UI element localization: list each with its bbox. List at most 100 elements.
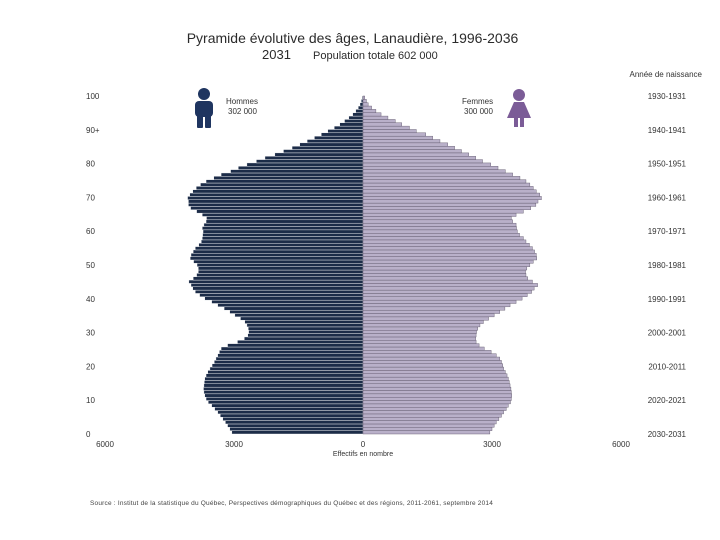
bar-women-age-29: [362, 333, 477, 338]
bar-women-age-32: [362, 323, 481, 328]
bar-men-age-86: [299, 142, 364, 147]
bar-women-age-13: [362, 386, 512, 391]
bar-men-age-5: [220, 413, 364, 418]
bar-men-age-24: [219, 350, 364, 354]
bar-men-age-59: [202, 233, 364, 237]
bar-men-age-80: [246, 162, 364, 167]
bar-women-age-37: [362, 306, 506, 311]
men-bars: [187, 95, 364, 435]
bar-men-age-90: [327, 129, 364, 134]
bar-men-age-23: [217, 353, 364, 358]
bar-men-age-31: [247, 326, 364, 331]
bar-women-age-6: [362, 410, 504, 415]
bar-women-age-41: [362, 293, 528, 297]
bar-men-age-85: [291, 145, 364, 150]
bar-women-age-19: [362, 366, 504, 371]
bar-men-age-15: [204, 380, 364, 385]
total-population: Population totale 602 000: [313, 50, 438, 62]
bar-women-age-11: [362, 393, 512, 398]
bar-women-age-27: [362, 340, 477, 344]
bar-men-age-87: [306, 139, 364, 144]
bar-women-age-73: [362, 186, 534, 190]
bar-women-age-50: [362, 263, 531, 267]
bar-women-age-24: [362, 350, 492, 354]
bar-men-age-70: [187, 196, 364, 200]
birth-year-tick-label: 1940-1941: [648, 126, 687, 135]
bar-women-age-39: [362, 299, 517, 304]
bar-women-age-1: [362, 427, 493, 431]
bar-women-age-69: [362, 199, 539, 204]
birth-year-tick-label: 1930-1931: [648, 92, 687, 101]
bar-women-age-74: [362, 182, 531, 187]
bar-women-age-35: [362, 313, 495, 318]
bar-men-age-50: [196, 263, 364, 267]
bar-women-age-71: [362, 192, 540, 197]
bar-men-age-14: [203, 383, 364, 388]
bar-men-age-26: [227, 343, 364, 348]
age-tick-label: 20: [86, 362, 95, 371]
bar-men-age-62: [203, 222, 364, 227]
bar-men-age-79: [238, 166, 364, 170]
bar-women-age-48: [362, 269, 526, 274]
x-axis-title: Effectifs en nombre: [332, 451, 394, 458]
source-note: Source : Institut de la statistique du Q…: [90, 500, 494, 507]
bar-women-age-90: [362, 129, 417, 134]
bar-women-age-20: [362, 363, 503, 368]
bar-men-age-36: [229, 309, 364, 314]
age-tick-label: 0: [86, 430, 91, 439]
age-tick-label: 60: [86, 227, 95, 236]
bar-women-age-65: [362, 212, 517, 217]
bar-men-age-28: [244, 336, 364, 341]
bar-men-age-34: [240, 316, 364, 321]
x-tick-label: 6000: [96, 440, 114, 449]
women-bars: [362, 95, 542, 435]
bar-women-age-15: [362, 380, 510, 385]
chart-title: Pyramide évolutive des âges, Lanaudière,…: [186, 30, 519, 46]
bar-men-age-55: [195, 246, 364, 251]
bar-women-age-82: [362, 156, 476, 160]
bar-women-age-91: [362, 125, 410, 130]
bar-women-age-22: [362, 356, 500, 361]
bar-women-age-59: [362, 233, 520, 237]
bar-men-age-25: [220, 346, 364, 351]
bar-women-age-42: [362, 289, 532, 294]
bar-men-age-7: [214, 407, 364, 411]
bar-men-age-37: [223, 306, 364, 311]
bar-men-age-39: [211, 299, 364, 304]
age-tick-label: 50: [86, 261, 95, 270]
age-tick-label: 30: [86, 329, 95, 338]
birth-year-tick-label: 1950-1951: [648, 160, 687, 169]
bar-men-age-76: [213, 176, 364, 180]
bar-men-age-47: [196, 273, 364, 277]
bar-women-age-96: [362, 109, 377, 113]
bar-women-age-5: [362, 413, 502, 418]
bar-women-age-12: [362, 390, 512, 395]
birth-year-tick-label: 2010-2011: [648, 362, 686, 371]
bar-women-age-66: [362, 209, 524, 214]
bar-women-age-67: [362, 206, 531, 210]
bar-women-age-57: [362, 239, 527, 244]
woman-icon: [507, 89, 531, 127]
birth-year-tick-label: 1980-1981: [648, 261, 687, 270]
bar-women-age-60: [362, 229, 518, 234]
bar-women-age-30: [362, 330, 477, 334]
age-tick-label: 90+: [86, 126, 100, 135]
bar-women-age-78: [362, 169, 506, 174]
bar-women-age-86: [362, 142, 448, 147]
bar-men-age-56: [198, 243, 364, 247]
men-count: 302 000: [228, 107, 257, 116]
bar-women-age-44: [362, 283, 538, 287]
bar-men-age-67: [190, 206, 364, 210]
bar-women-age-36: [362, 309, 500, 314]
projection-year: 2031: [262, 47, 291, 62]
bar-men-age-19: [209, 366, 364, 371]
birth-year-tick-label: 1990-1991: [648, 295, 687, 304]
bar-women-age-62: [362, 222, 517, 227]
bar-men-age-66: [196, 209, 364, 214]
bar-men-age-92: [339, 122, 364, 127]
bar-men-age-4: [222, 417, 364, 421]
bar-women-age-16: [362, 376, 509, 381]
x-tick-label: 6000: [612, 440, 630, 449]
bar-men-age-75: [205, 179, 364, 184]
age-tick-label: 80: [86, 160, 95, 169]
